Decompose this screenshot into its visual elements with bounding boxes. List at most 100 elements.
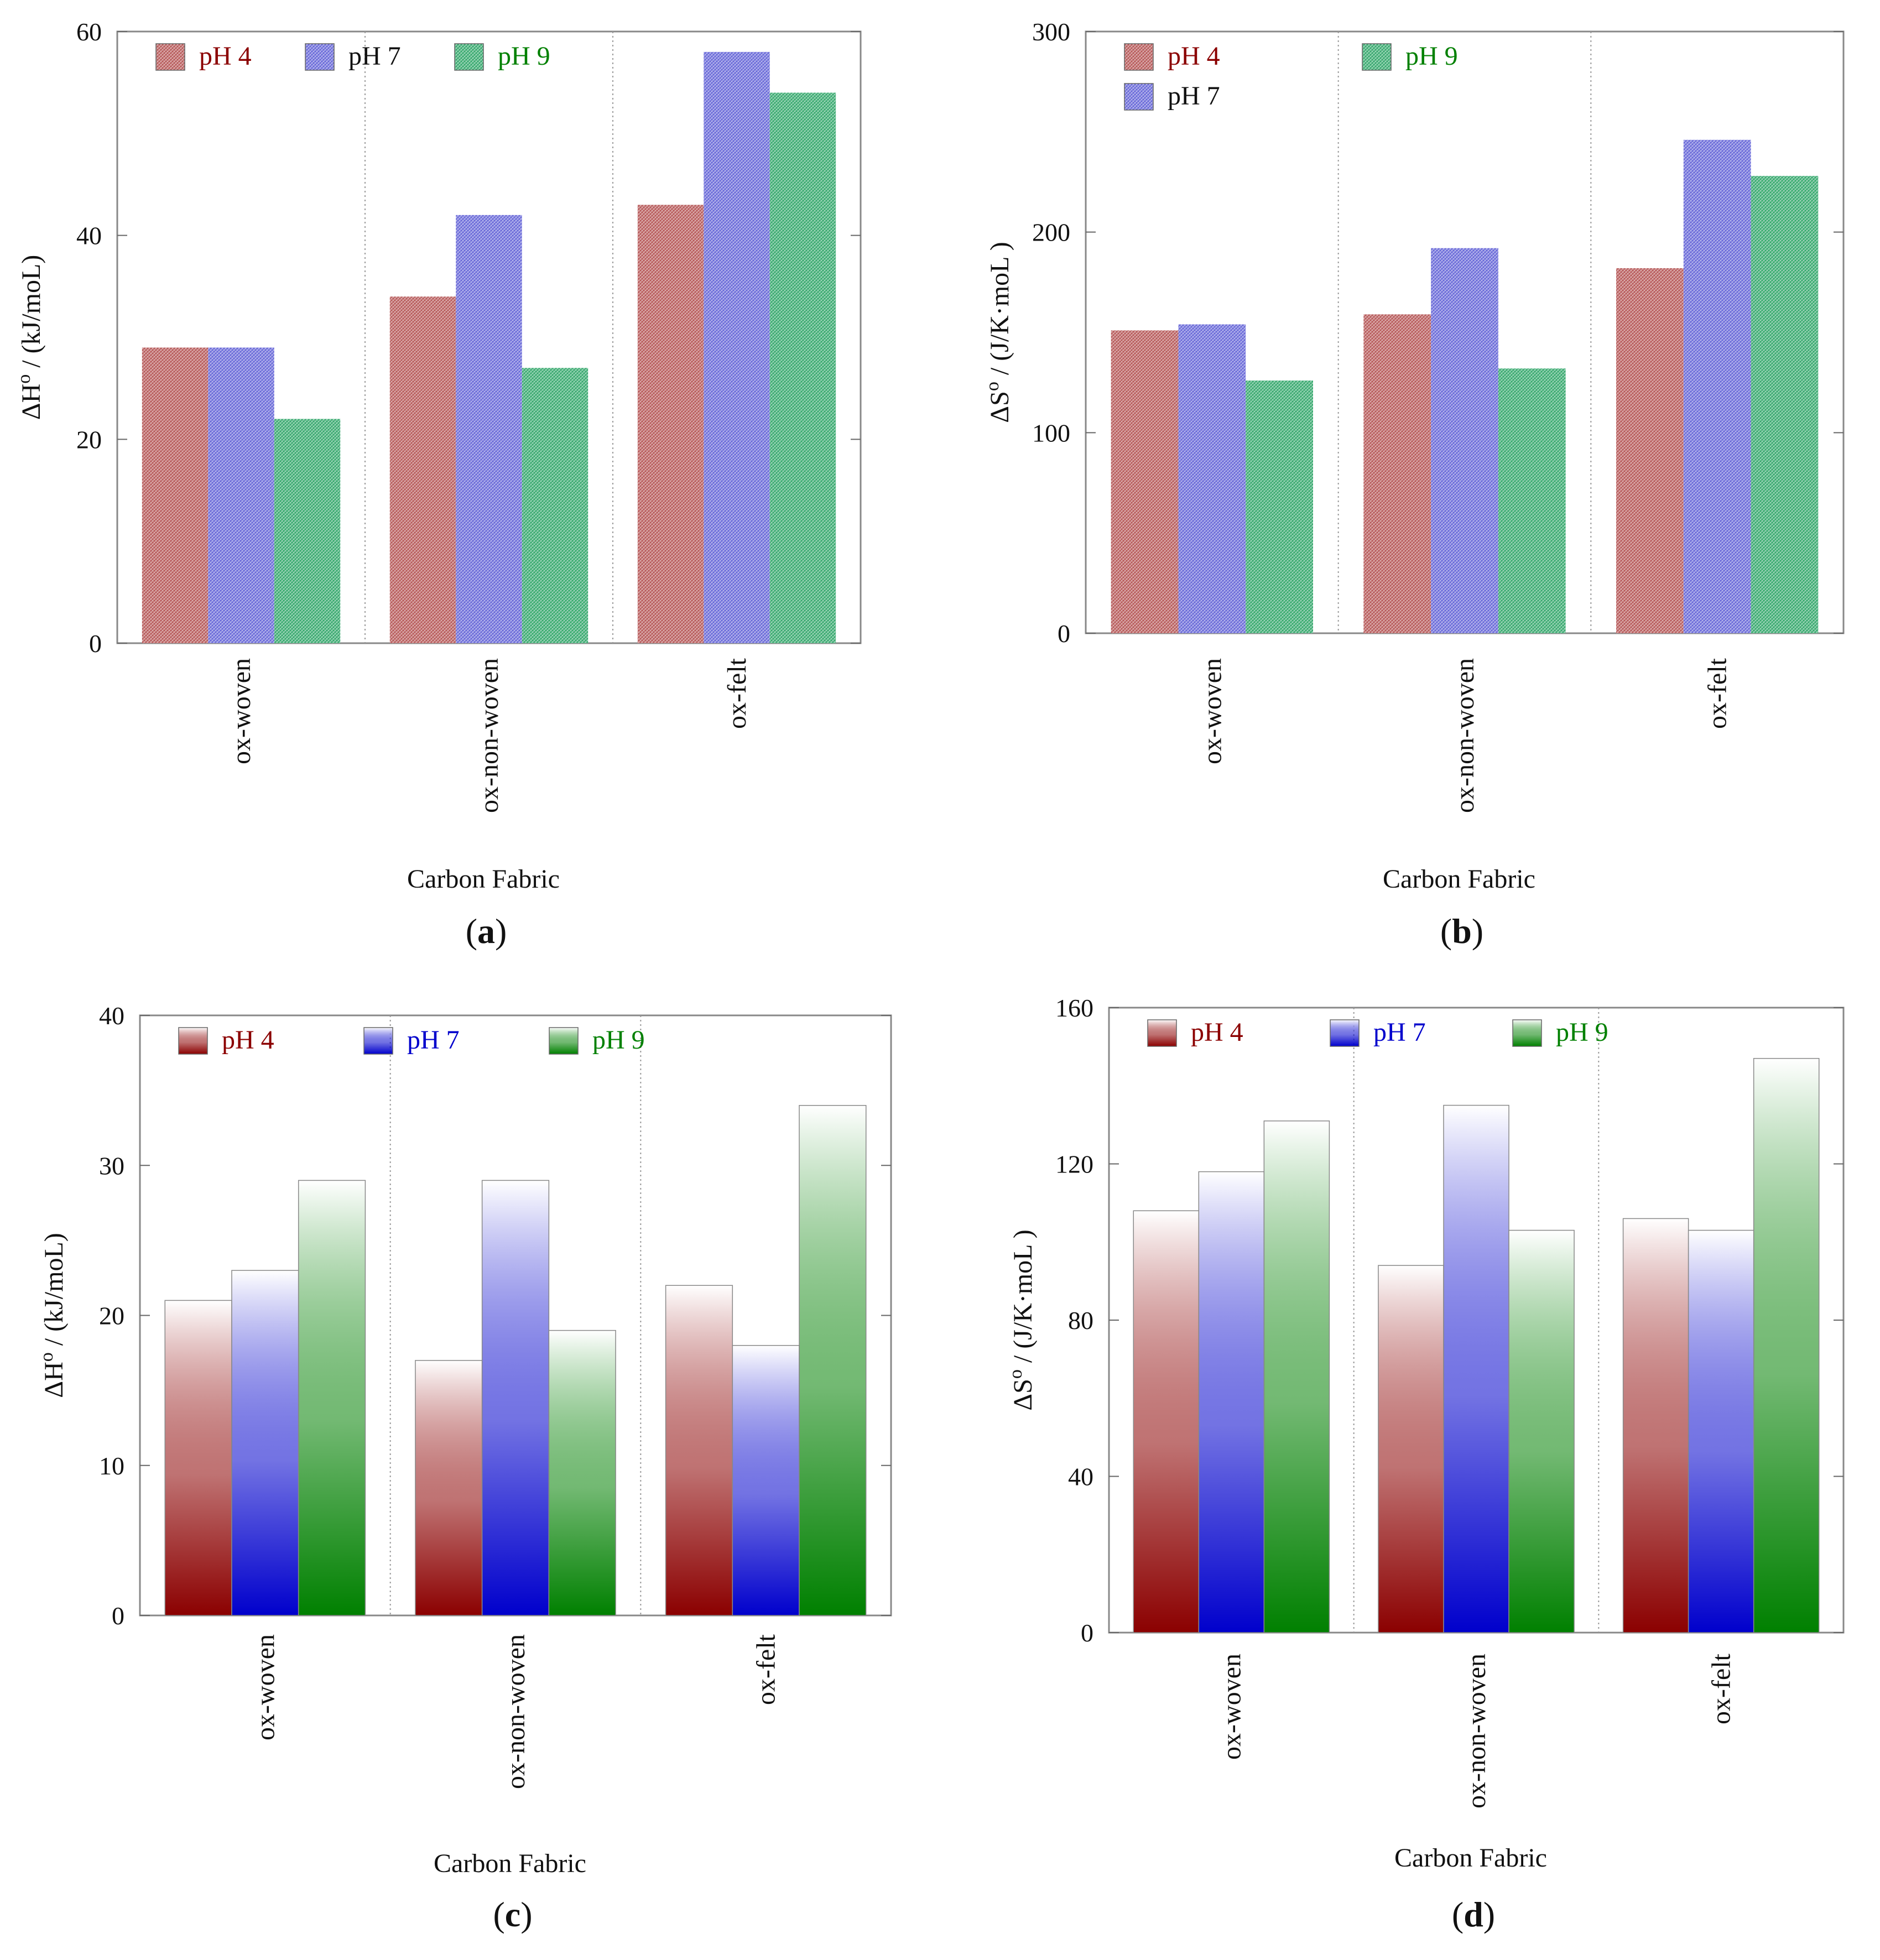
bar-ph9-ox-woven	[1263, 1120, 1330, 1633]
bar-ph7-ox-non-woven	[1443, 1104, 1509, 1633]
bar-ph4-ox-non-woven	[1378, 1265, 1444, 1633]
chart-panel-d: 0 40 80 120 160 ox-woven ox-non-woven ox-felt Ca…	[1006, 994, 1845, 1934]
bar-ph7-ox-felt	[732, 1345, 800, 1616]
y-tick-label: 20	[76, 425, 102, 453]
y-tick-label: 0	[1081, 1619, 1093, 1647]
bar-ph4-ox-felt	[1622, 1218, 1689, 1633]
chart-panel-c: 0 10 20 30 40 ox-woven ox-non-woven ox-felt Carb…	[37, 1002, 892, 1934]
y-tick-label: 30	[99, 1151, 124, 1180]
x-tick-label: ox-non-woven	[1462, 1654, 1491, 1808]
bar-ph7-ox-woven	[231, 1270, 299, 1616]
panel-label: (d)	[1452, 1895, 1495, 1934]
legend-swatch	[155, 43, 185, 71]
bar-ph9-ox-non-woven	[548, 1330, 616, 1616]
y-tick-label: 40	[1068, 1463, 1093, 1491]
legend-label: pH 4	[1168, 41, 1220, 71]
bar-ph7-ox-felt	[1688, 1229, 1754, 1633]
y-tick-label: 0	[89, 629, 102, 658]
y-tick-label: 40	[99, 1002, 124, 1030]
legend-swatch	[1512, 1019, 1542, 1047]
y-tick-label: 20	[99, 1302, 124, 1330]
bar-ph9-ox-woven	[274, 419, 341, 643]
bar-ph9-ox-non-woven	[1508, 1229, 1575, 1633]
bar-ph4-ox-woven	[142, 347, 209, 643]
x-tick-label: ox-non-woven	[475, 658, 504, 813]
bar-ph7-ox-non-woven	[481, 1180, 550, 1616]
y-tick-label: 40	[76, 222, 102, 250]
x-axis-label: Carbon Fabric	[434, 1849, 586, 1878]
legend-label: pH 9	[592, 1025, 645, 1055]
legend-swatch	[305, 43, 335, 71]
bar-ph4-ox-felt	[637, 205, 704, 643]
x-axis-label: Carbon Fabric	[407, 864, 560, 894]
bar-ph7-ox-felt	[1683, 139, 1751, 634]
legend-label: pH 4	[199, 41, 252, 71]
legend-swatch	[1362, 43, 1392, 71]
y-tick-label: 80	[1068, 1306, 1093, 1335]
x-axis-label: Carbon Fabric	[1383, 864, 1535, 894]
legend-swatch	[454, 43, 484, 71]
bar-ph9-ox-non-woven	[1498, 368, 1566, 633]
bar-ph4-ox-woven	[1111, 330, 1179, 633]
bar-ph9-ox-felt	[1751, 176, 1819, 633]
legend-swatch	[1124, 43, 1154, 71]
y-axis-label: ΔHo / (kJ/moL)	[14, 255, 46, 420]
y-tick-label: 120	[1055, 1150, 1093, 1179]
legend-label: pH 7	[1373, 1018, 1426, 1047]
chart-panel-b: 0 100 200 300 ox-woven ox-non-woven ox-felt Car…	[982, 18, 1845, 951]
bar-ph7-ox-woven	[208, 347, 274, 643]
bar-ph7-ox-non-woven	[456, 215, 522, 643]
x-tick-label: ox-woven	[1217, 1654, 1246, 1760]
y-axis-label: ΔSo / (J/K·moL )	[1006, 1229, 1038, 1410]
legend-swatch	[178, 1027, 208, 1055]
bar-ph7-ox-non-woven	[1431, 248, 1498, 633]
bar-ph4-ox-non-woven	[1363, 314, 1431, 633]
bar-ph4-ox-woven	[1133, 1210, 1200, 1633]
bar-ph4-ox-non-woven	[389, 296, 456, 643]
y-tick-label: 300	[1032, 18, 1070, 46]
legend-label: pH 9	[1556, 1018, 1608, 1047]
bar-ph4-ox-non-woven	[415, 1360, 483, 1616]
bar-ph7-ox-felt	[704, 51, 770, 643]
legend-label: pH 7	[1168, 81, 1220, 111]
x-tick-label: ox-non-woven	[1450, 658, 1480, 813]
y-tick-label: 100	[1032, 419, 1070, 447]
chart-panel-a: 0 20 40 60 ox-woven ox-non-woven ox-felt Carbon…	[14, 18, 862, 951]
y-tick-label: 10	[99, 1452, 124, 1480]
legend-label: pH 4	[222, 1025, 274, 1055]
y-tick-label: 60	[76, 18, 102, 46]
legend-label: pH 7	[407, 1025, 460, 1055]
panel-label: (a)	[466, 911, 507, 951]
bar-ph7-ox-woven	[1178, 324, 1246, 633]
x-tick-label: ox-non-woven	[501, 1634, 530, 1789]
x-tick-label: ox-felt	[722, 658, 752, 729]
y-tick-label: 200	[1032, 218, 1070, 247]
legend-label: pH 9	[498, 41, 550, 71]
legend-swatch	[549, 1027, 579, 1055]
x-tick-label: ox-woven	[227, 658, 256, 764]
bar-ph9-ox-non-woven	[522, 368, 589, 643]
panel-label: (c)	[493, 1895, 532, 1934]
bar-ph9-ox-felt	[799, 1105, 867, 1616]
legend-swatch	[1124, 83, 1154, 111]
legend-label: pH 4	[1191, 1018, 1243, 1047]
bar-ph4-ox-felt	[665, 1285, 733, 1616]
bar-ph9-ox-felt	[1753, 1058, 1820, 1633]
legend-swatch	[1147, 1019, 1177, 1047]
bar-ph4-ox-felt	[1616, 268, 1684, 633]
legend-swatch	[1330, 1019, 1360, 1047]
legend-label: pH 7	[348, 41, 401, 71]
x-tick-label: ox-woven	[251, 1634, 280, 1740]
bar-ph9-ox-woven	[1246, 380, 1313, 633]
y-tick-label: 160	[1055, 994, 1093, 1022]
y-tick-label: 0	[1058, 619, 1070, 648]
bar-ph7-ox-woven	[1198, 1171, 1265, 1633]
y-tick-label: 0	[112, 1602, 124, 1630]
legend-label: pH 9	[1405, 41, 1458, 71]
y-axis-label: ΔSo / (J/K·moL )	[982, 242, 1014, 423]
panel-label: (b)	[1440, 911, 1483, 951]
x-tick-label: ox-felt	[1707, 1653, 1736, 1724]
x-tick-label: ox-felt	[752, 1634, 781, 1705]
x-tick-label: ox-felt	[1703, 658, 1732, 729]
